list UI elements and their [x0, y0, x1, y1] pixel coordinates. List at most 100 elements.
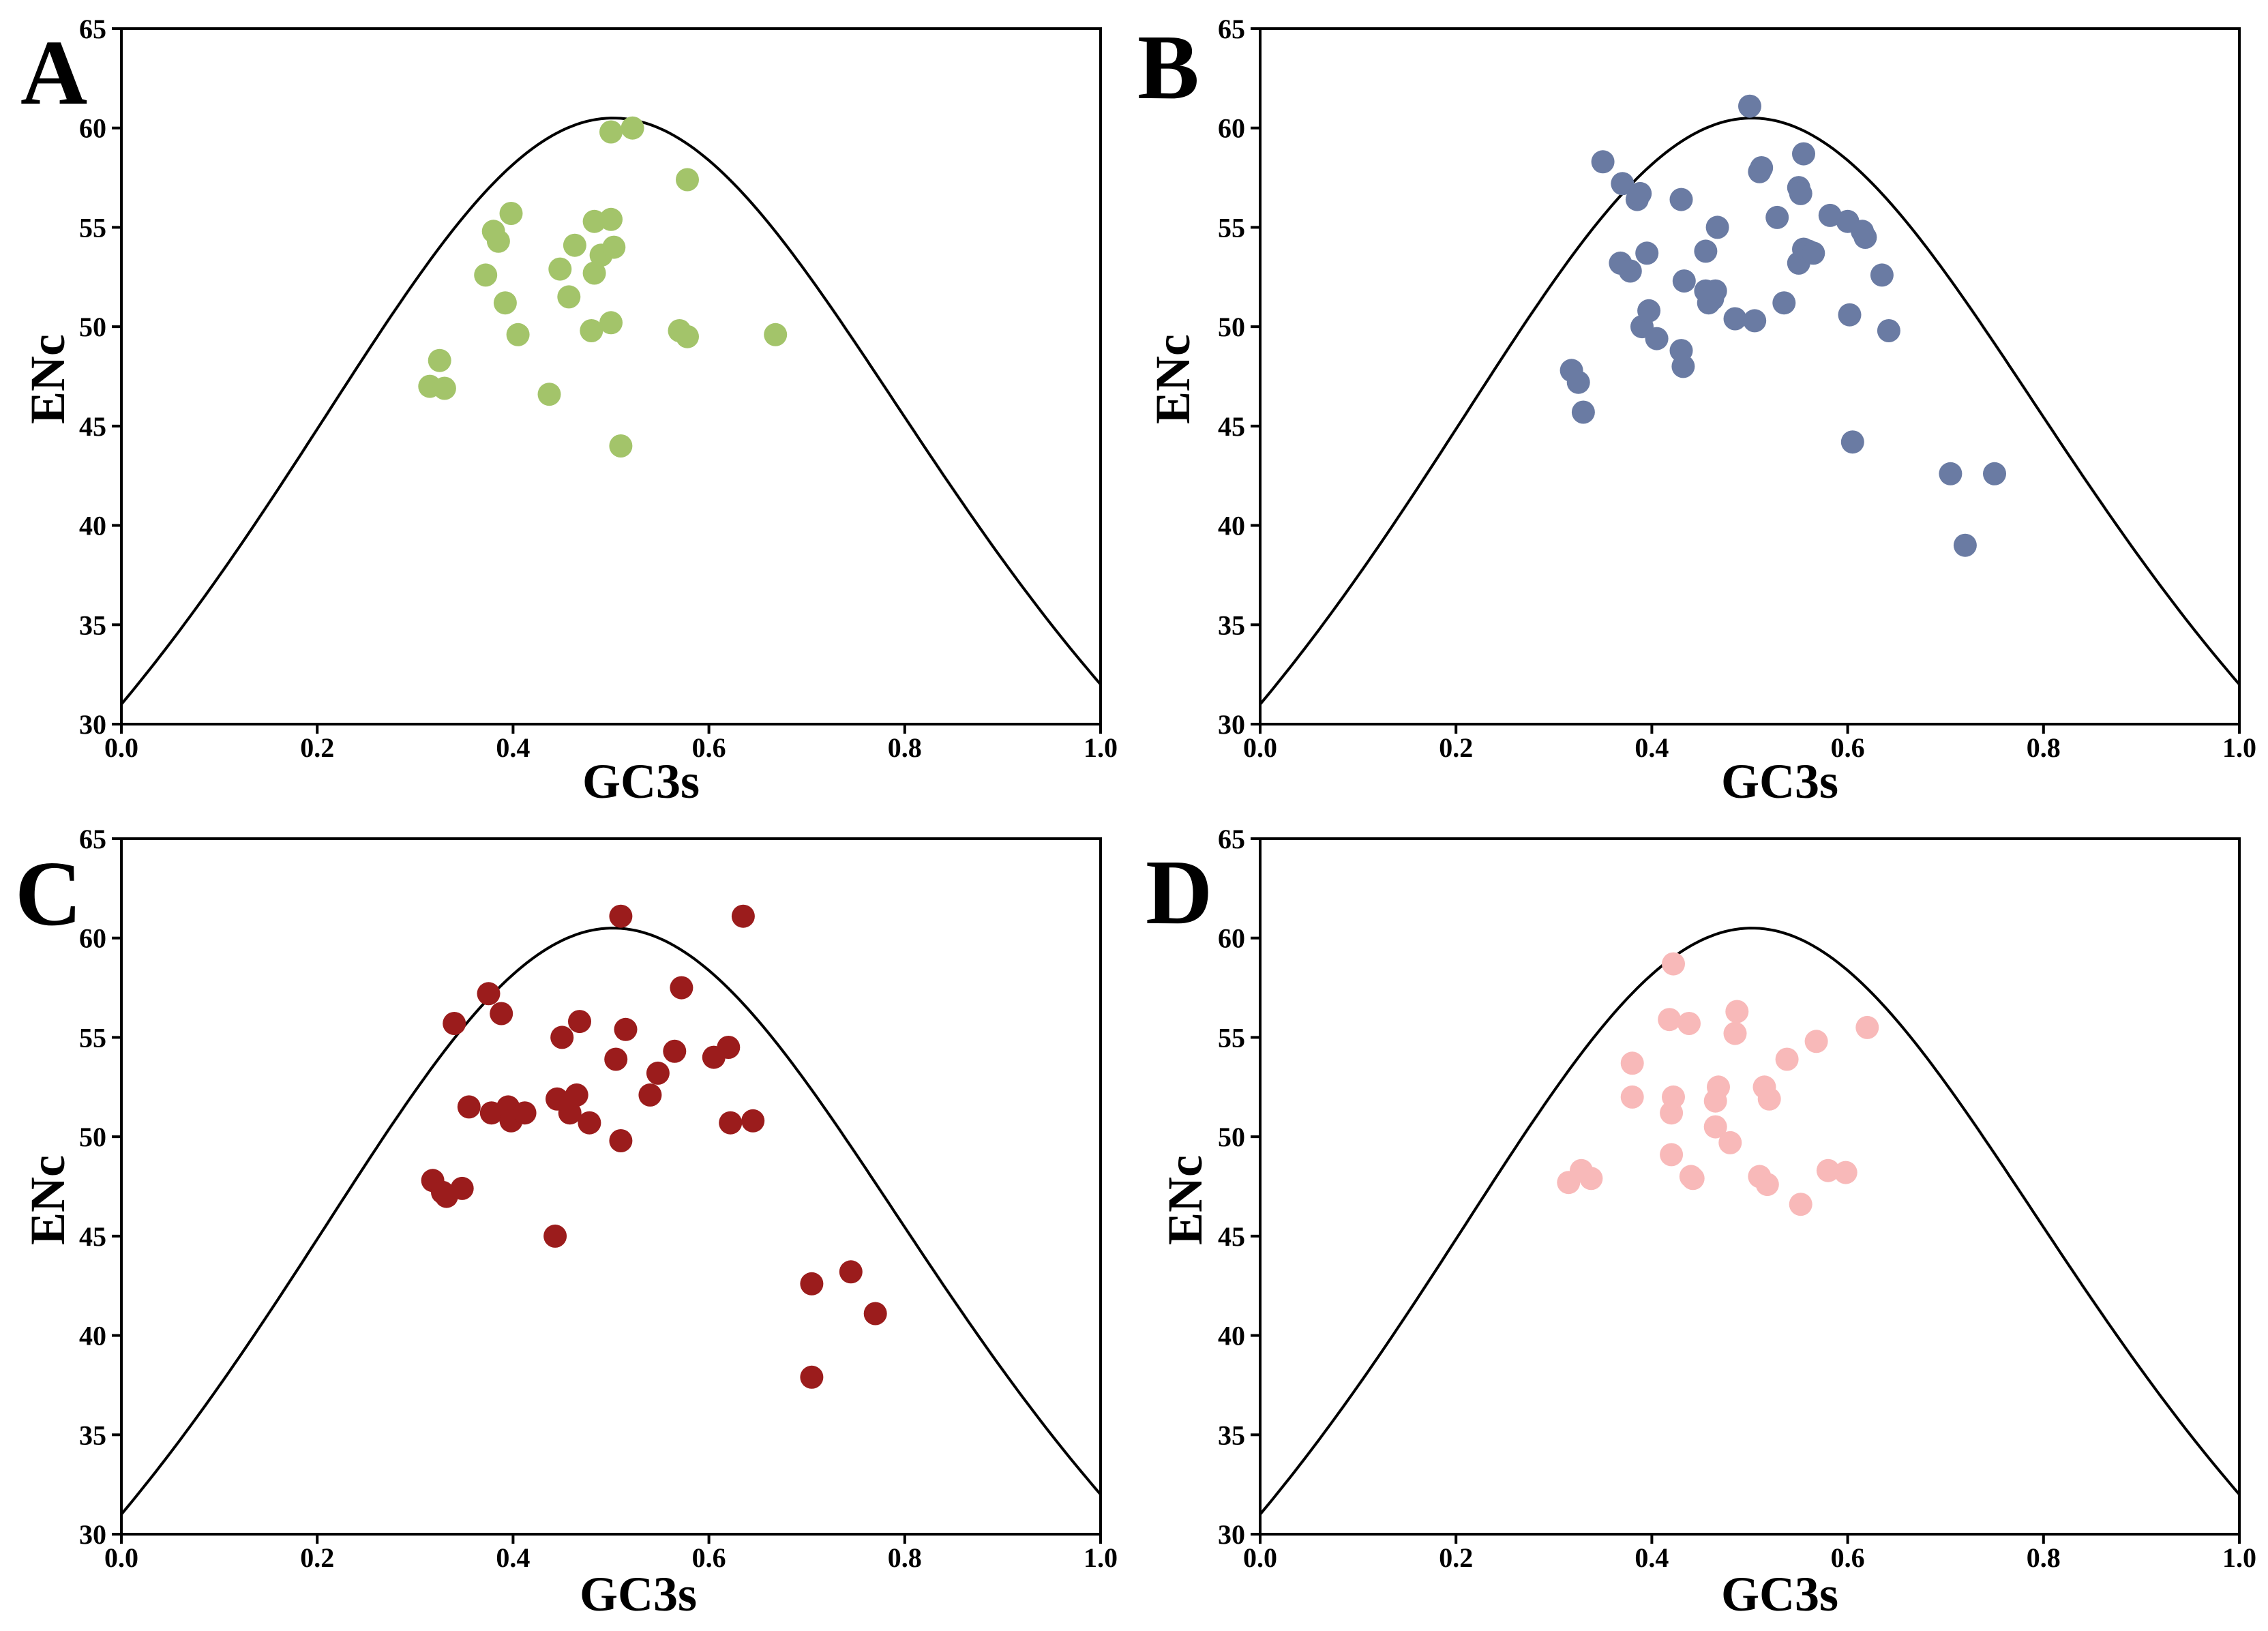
data-point	[548, 257, 572, 281]
x-tick-label: 0.6	[1831, 732, 1865, 763]
panel-letter: D	[1146, 841, 1212, 944]
data-point	[1765, 205, 1789, 229]
data-point	[1725, 1000, 1749, 1023]
expected-enc-curve	[1259, 927, 2241, 1516]
data-point	[731, 904, 755, 928]
data-point	[1671, 355, 1695, 378]
data-point	[1816, 1158, 1840, 1182]
data-point	[582, 261, 606, 285]
y-tick-label: 35	[1218, 1420, 1245, 1450]
data-point	[1855, 1015, 1879, 1039]
x-axis-ticks: 0.0 0.2 0.4 0.6 0.8 1.0	[1243, 1534, 2256, 1573]
data-points	[1560, 94, 2006, 557]
scatter-panel-d: 0.0 0.2 0.4 0.6 0.8 1.0 30 35 40 45 50 55 60 65 D GC…	[1146, 824, 2256, 1621]
data-point	[1591, 150, 1615, 174]
y-tick-label: 55	[79, 1022, 106, 1053]
data-point	[563, 233, 586, 257]
y-tick-label: 45	[79, 1221, 106, 1252]
x-tick-label: 0.6	[692, 732, 726, 763]
data-point	[432, 376, 456, 400]
data-point	[638, 1083, 662, 1107]
y-axis-ticks: 30 35 40 45 50 55 60 65	[79, 14, 121, 740]
data-point	[1953, 533, 1977, 557]
panel-letter: A	[20, 22, 87, 124]
data-point	[646, 1061, 670, 1085]
data-point	[450, 1176, 474, 1200]
x-axis-title: GC3s	[1721, 1567, 1838, 1621]
data-point	[1840, 430, 1864, 454]
y-tick-label: 60	[79, 113, 106, 144]
data-point	[1834, 1161, 1857, 1184]
data-point	[1804, 1030, 1828, 1053]
x-tick-label: 0.8	[2027, 1542, 2061, 1573]
y-tick-label: 30	[1218, 1519, 1245, 1550]
panel-letter: B	[1137, 16, 1199, 119]
data-points	[418, 116, 788, 458]
x-axis-title: GC3s	[580, 1567, 697, 1621]
data-point	[1738, 94, 1761, 118]
data-point	[1718, 1131, 1742, 1154]
data-point	[1818, 203, 1842, 227]
y-axis-ticks: 30 35 40 45 50 55 60 65	[1218, 824, 1260, 1550]
data-point	[1723, 1021, 1747, 1045]
y-tick-label: 50	[79, 312, 106, 342]
x-tick-label: 0.4	[496, 1542, 530, 1573]
data-point	[1877, 319, 1900, 342]
data-point	[1792, 142, 1815, 166]
data-point	[1618, 259, 1642, 283]
data-point	[557, 285, 581, 309]
data-point	[1662, 1085, 1685, 1109]
x-tick-label: 0.0	[1243, 1542, 1277, 1573]
data-point	[676, 168, 699, 192]
data-point	[1757, 1087, 1781, 1111]
data-point	[1743, 309, 1767, 333]
data-points	[421, 904, 887, 1389]
x-tick-label: 0.0	[104, 732, 138, 763]
data-point	[474, 263, 498, 287]
data-point	[486, 229, 510, 253]
data-point	[863, 1302, 887, 1326]
data-point	[1677, 1012, 1701, 1035]
y-tick-label: 35	[79, 1420, 106, 1450]
data-point	[1571, 400, 1595, 424]
data-point	[1703, 1115, 1727, 1139]
data-point	[1635, 241, 1659, 265]
data-point	[1705, 215, 1729, 239]
data-point	[513, 1101, 537, 1125]
data-point	[1789, 1193, 1812, 1216]
y-tick-label: 40	[79, 511, 106, 541]
data-point	[1694, 239, 1718, 263]
data-point	[604, 1047, 628, 1071]
data-points	[1557, 952, 1879, 1216]
data-point	[764, 323, 788, 346]
data-point	[1853, 226, 1877, 249]
data-point	[599, 311, 623, 335]
data-point	[602, 235, 626, 259]
x-tick-label: 0.2	[1439, 732, 1473, 763]
data-point	[670, 976, 693, 1000]
y-tick-label: 45	[1218, 411, 1245, 442]
data-point	[599, 120, 623, 144]
x-tick-label: 0.2	[300, 732, 334, 763]
data-point	[493, 291, 517, 315]
plot-frame	[1259, 27, 2241, 725]
data-point	[1772, 291, 1796, 315]
plot-frame	[1259, 837, 2241, 1536]
x-tick-label: 0.8	[888, 1542, 922, 1573]
x-tick-label: 0.2	[1439, 1542, 1473, 1573]
data-point	[428, 348, 451, 372]
y-tick-label: 35	[1218, 610, 1245, 640]
data-point	[506, 323, 530, 346]
y-tick-label: 60	[1218, 113, 1245, 144]
scatter-panel-a: 0.0 0.2 0.4 0.6 0.8 1.0 30 35 40 45 50 55 60 65 A GC…	[20, 14, 1118, 809]
data-point	[457, 1095, 481, 1119]
y-axis-title: ENc	[20, 334, 75, 424]
x-tick-label: 0.0	[104, 1542, 138, 1573]
x-tick-label: 0.4	[1635, 732, 1669, 763]
scatter-panel-c: 0.0 0.2 0.4 0.6 0.8 1.0 30 35 40 45 50 55 60 65 C GC…	[15, 824, 1118, 1621]
y-axis-title: ENc	[1146, 334, 1200, 424]
x-tick-label: 0.6	[692, 1542, 726, 1573]
data-point	[1789, 181, 1812, 205]
x-tick-label: 0.4	[496, 732, 530, 763]
data-point	[1750, 156, 1774, 179]
